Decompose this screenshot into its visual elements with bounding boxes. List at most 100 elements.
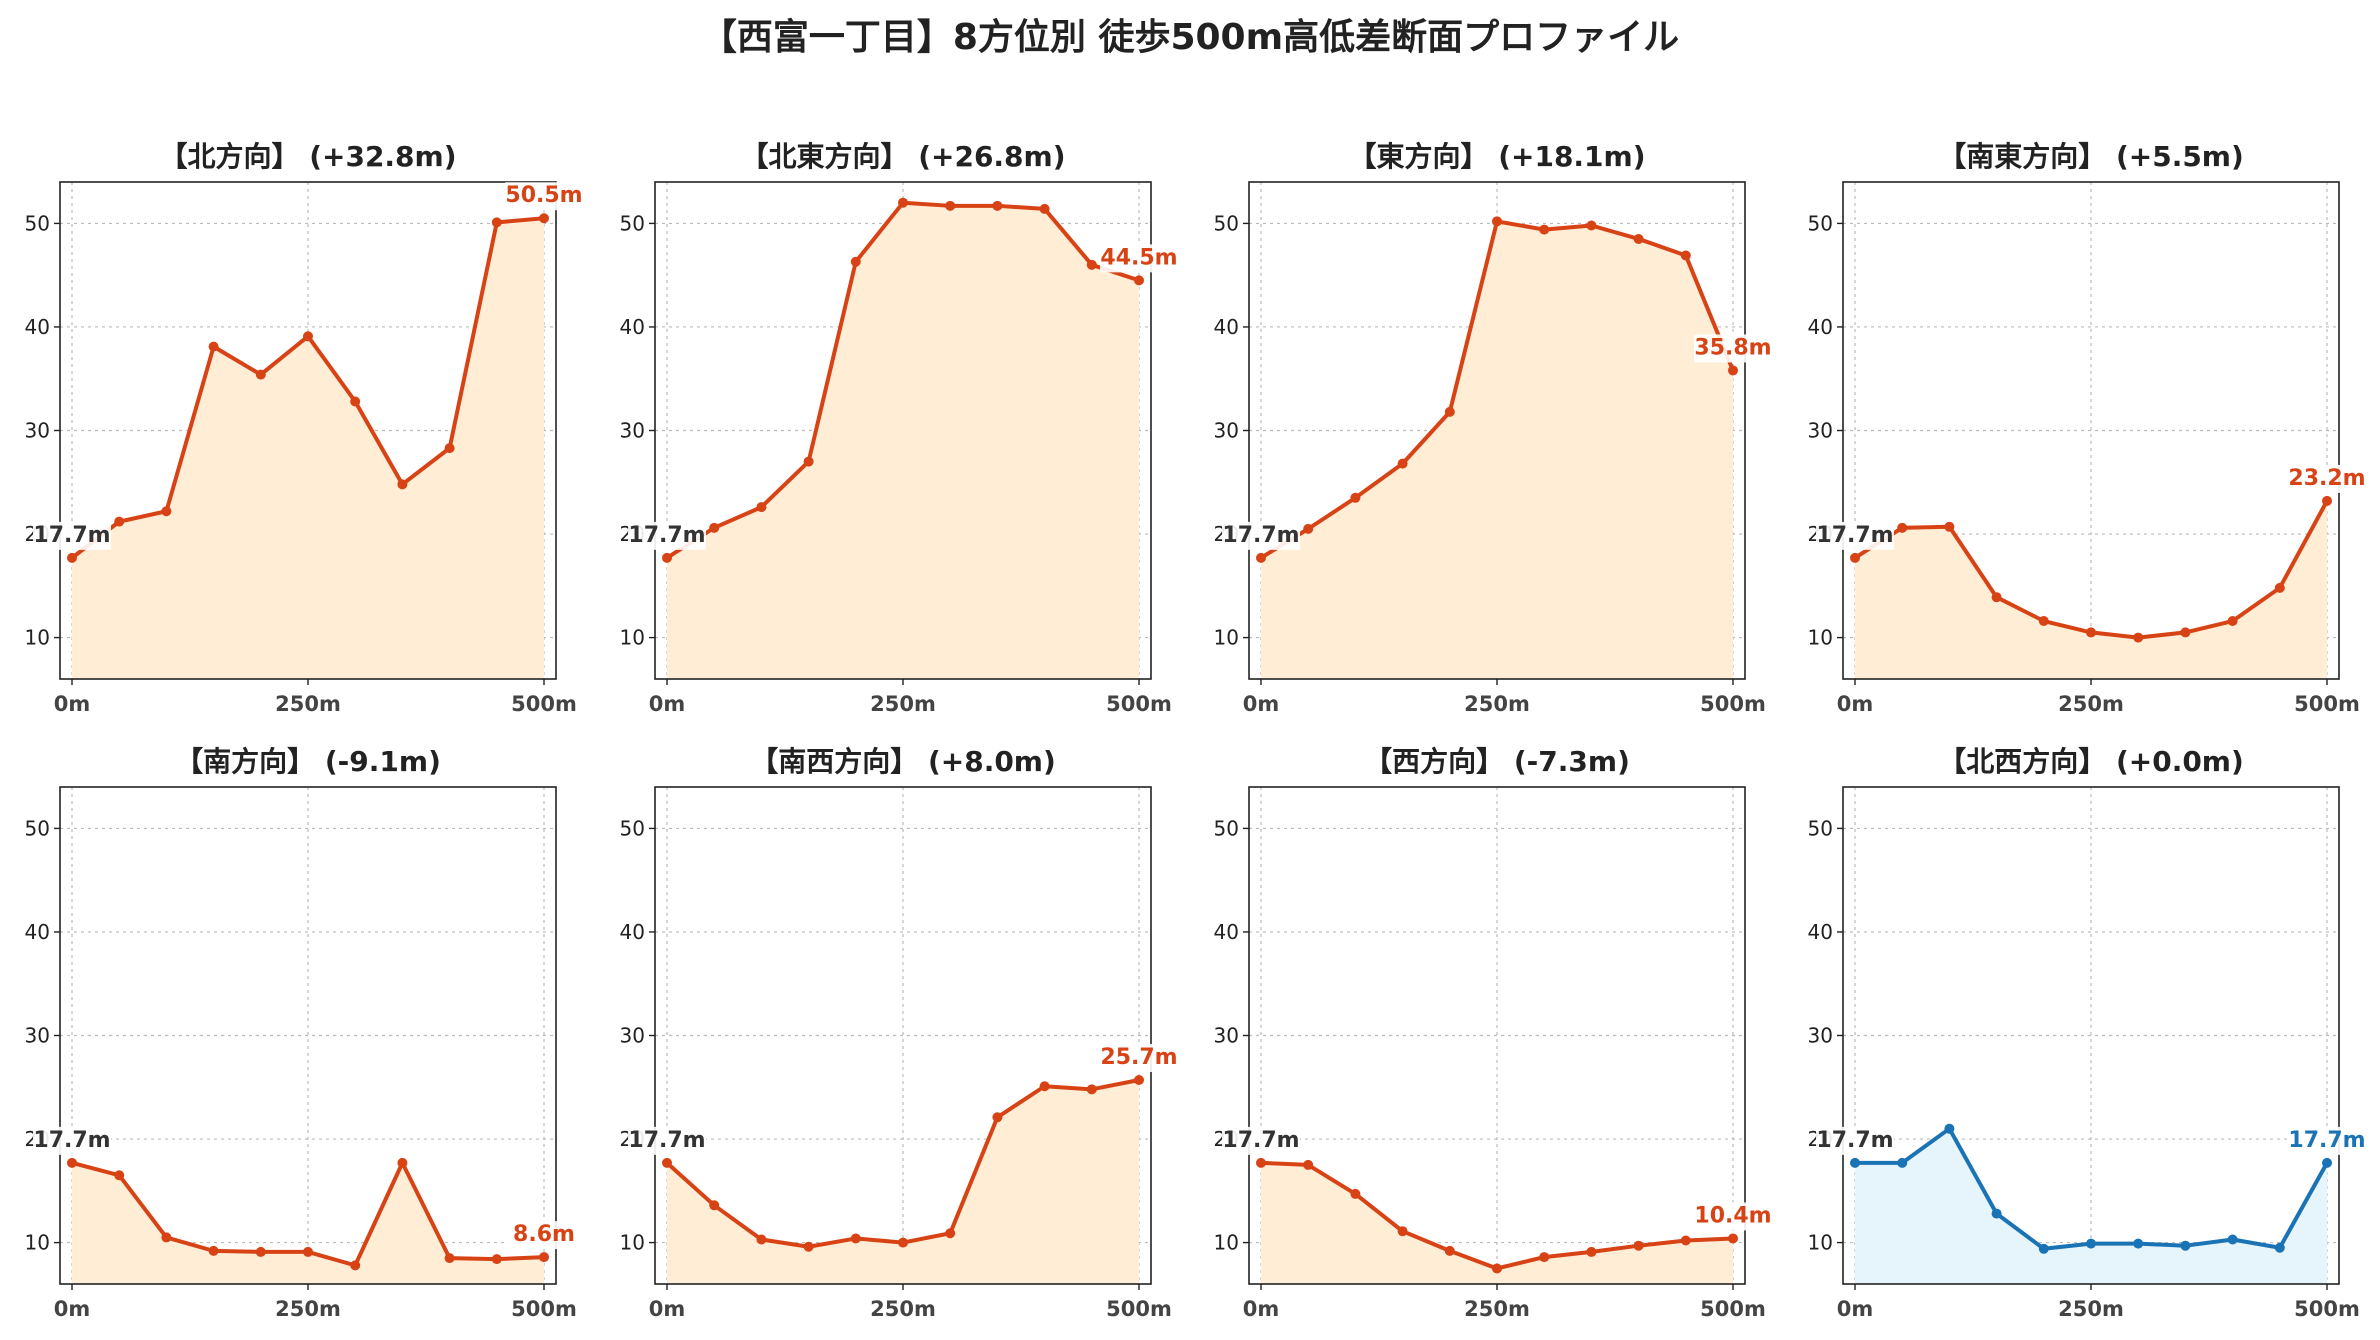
end-label: 8.6m: [513, 1222, 575, 1247]
subplot-3: 【南東方向】 (+5.5m)10203040500m250m500m17.7m2…: [1808, 140, 2366, 716]
end-label-box: [505, 1221, 583, 1250]
x-tick-label: 500m: [1700, 692, 1766, 716]
y-tick-label: 10: [620, 626, 645, 650]
data-point: [491, 217, 502, 228]
start-label: 17.7m: [1816, 523, 1893, 548]
data-point: [303, 331, 313, 342]
y-tick-label: 40: [25, 920, 50, 944]
subplot-4: 【南方向】 (-9.1m)10203040500m250m500m17.7m8.…: [25, 745, 583, 1321]
y-tick-label: 50: [25, 211, 50, 235]
data-point: [2322, 495, 2332, 506]
end-label-box: [1694, 1202, 1772, 1231]
data-point: [350, 1260, 361, 1271]
end-label-box: [1100, 244, 1178, 273]
subplot-6: 【西方向】 (-7.3m)10203040500m250m500m17.7m10…: [1214, 745, 1772, 1321]
x-tick-label: 250m: [275, 1297, 341, 1321]
x-tick-label: 500m: [2294, 1297, 2360, 1321]
data-point: [208, 341, 219, 352]
area-fill: [1855, 1128, 2327, 1284]
data-point: [898, 1237, 908, 1248]
start-label: 17.7m: [1222, 1128, 1299, 1153]
data-point: [539, 1252, 549, 1263]
y-tick-label: 10: [1808, 626, 1833, 650]
y-tick-label: 50: [620, 211, 645, 235]
data-point: [114, 516, 125, 527]
x-tick-label: 250m: [275, 692, 341, 716]
data-point: [2086, 627, 2096, 638]
x-tick-label: 500m: [1106, 692, 1172, 716]
y-tick-label: 40: [25, 315, 50, 339]
data-point: [945, 200, 956, 211]
data-point: [1303, 1159, 1314, 1170]
data-point: [662, 1157, 672, 1168]
y-tick-label: 10: [1214, 626, 1239, 650]
data-point: [1256, 1157, 1266, 1168]
start-label-box: [33, 1126, 111, 1155]
x-tick-label: 0m: [1837, 1297, 1874, 1321]
data-point: [1444, 1245, 1455, 1256]
end-label: 23.2m: [2288, 466, 2365, 491]
data-point: [945, 1228, 956, 1239]
end-label: 50.5m: [505, 183, 582, 208]
data-point: [1991, 1208, 2002, 1219]
x-tick-label: 500m: [2294, 692, 2360, 716]
y-tick-label: 10: [620, 1231, 645, 1255]
end-label-box: [2288, 1126, 2366, 1155]
x-tick-label: 250m: [1464, 692, 1530, 716]
start-label-box: [628, 521, 706, 550]
data-point: [255, 369, 266, 380]
y-tick-label: 30: [620, 1024, 645, 1048]
subplot-0: 【北方向】 (+32.8m)10203040500m250m500m17.7m5…: [25, 140, 583, 716]
data-point: [898, 197, 908, 208]
y-tick-label: 50: [1808, 211, 1833, 235]
data-point: [1039, 1081, 1050, 1092]
data-point: [2322, 1157, 2332, 1168]
data-point: [1897, 1157, 1908, 1168]
data-point: [992, 1112, 1003, 1123]
end-label: 17.7m: [2288, 1128, 2365, 1153]
data-point: [350, 396, 361, 407]
data-point: [1680, 250, 1691, 261]
end-label: 44.5m: [1100, 245, 1177, 270]
start-label: 17.7m: [1222, 523, 1299, 548]
data-point: [1850, 1157, 1860, 1168]
area-fill: [667, 1080, 1139, 1284]
data-point: [397, 1157, 408, 1168]
end-label-box: [1100, 1044, 1178, 1073]
data-point: [1633, 1240, 1644, 1251]
y-tick-label: 40: [1214, 315, 1239, 339]
data-point: [2133, 632, 2144, 643]
data-point: [2274, 582, 2285, 593]
data-point: [1991, 592, 2002, 603]
data-point: [2227, 616, 2238, 627]
data-point: [850, 256, 861, 267]
start-label-box: [628, 1126, 706, 1155]
start-label-box: [1222, 521, 1300, 550]
data-point: [1039, 203, 1050, 214]
x-tick-label: 250m: [2058, 1297, 2124, 1321]
data-point: [444, 1253, 455, 1264]
y-tick-label: 40: [620, 920, 645, 944]
data-point: [67, 552, 77, 563]
y-tick-label: 40: [1808, 920, 1833, 944]
data-point: [1897, 522, 1908, 533]
x-tick-label: 250m: [2058, 692, 2124, 716]
y-tick-label: 50: [1214, 816, 1239, 840]
subplot-title: 【南東方向】 (+5.5m): [1938, 140, 2244, 173]
data-point: [709, 522, 720, 533]
area-fill: [1855, 500, 2327, 679]
start-label: 17.7m: [628, 1128, 705, 1153]
subplot-title: 【北方向】 (+32.8m): [159, 140, 456, 173]
x-tick-label: 0m: [1243, 692, 1280, 716]
y-tick-label: 40: [620, 315, 645, 339]
y-tick-label: 30: [620, 419, 645, 443]
x-tick-label: 250m: [870, 692, 936, 716]
data-point: [539, 213, 549, 224]
data-point: [709, 1200, 720, 1211]
data-point: [1086, 259, 1097, 270]
area-fill: [72, 218, 544, 680]
y-tick-label: 30: [1808, 419, 1833, 443]
figure-title: 【西富一丁目】8方位別 徒歩500m高低差断面プロファイル: [700, 17, 1680, 58]
end-label-box: [505, 182, 583, 211]
data-point: [2180, 1240, 2191, 1251]
